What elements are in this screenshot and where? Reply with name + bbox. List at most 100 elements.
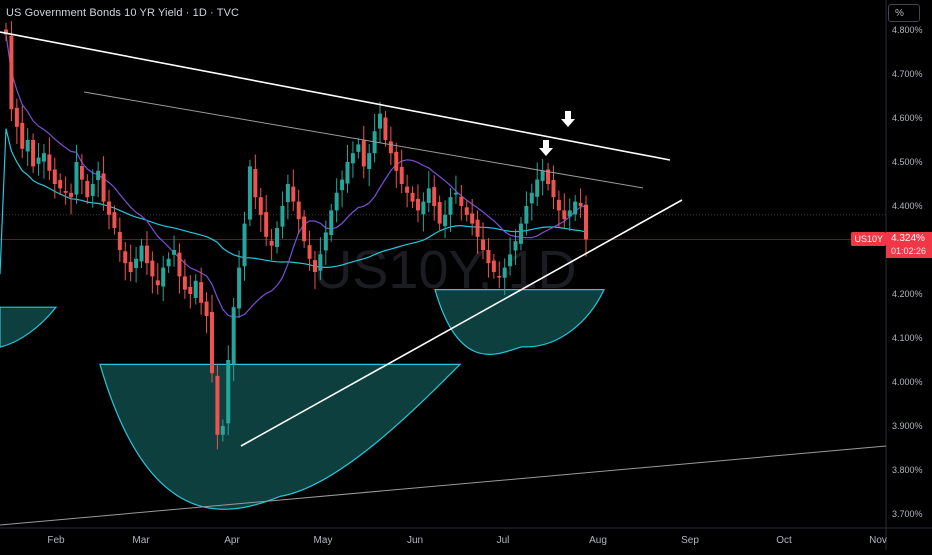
candle-body — [296, 201, 301, 220]
time-axis-label: Jul — [497, 535, 510, 546]
candle-body — [508, 254, 513, 267]
candle-body — [405, 186, 410, 193]
time-axis-label: Nov — [869, 535, 887, 546]
time-axis-label: Feb — [47, 535, 65, 546]
candle-body — [562, 210, 567, 220]
price-axis-label: 4.500% — [892, 157, 923, 167]
candle-body — [166, 258, 171, 267]
last-price-badge: 4.324% 01:02:26 — [886, 232, 932, 258]
candle-body — [31, 140, 36, 167]
candle-body — [340, 179, 345, 191]
unit-toggle-button[interactable]: % — [888, 4, 920, 22]
candle-body — [318, 254, 323, 271]
candle-body — [90, 184, 95, 196]
candle-body — [41, 153, 46, 162]
candle-body — [578, 202, 583, 206]
candle-body — [280, 206, 285, 227]
time-axis-label: Mar — [132, 535, 150, 546]
down-arrow-icon — [539, 140, 553, 156]
price-axis-label: 4.700% — [892, 69, 923, 79]
candle-body — [367, 153, 372, 170]
candle-body — [546, 169, 551, 184]
candle-body — [453, 192, 458, 195]
candle-body — [20, 122, 25, 149]
candle-body — [188, 286, 193, 294]
candle-body — [172, 250, 177, 255]
candle-body — [128, 261, 133, 272]
candle-body — [101, 173, 106, 202]
candle-body — [573, 201, 578, 215]
candle-body — [378, 113, 383, 129]
candle-body — [421, 201, 426, 215]
price-axis-label: 3.800% — [892, 465, 923, 475]
candle-body — [123, 251, 128, 264]
ma-slow-line — [0, 128, 587, 275]
candle-body — [69, 192, 74, 198]
candle-body — [74, 162, 79, 195]
candle-body — [36, 157, 41, 164]
candle-body — [513, 241, 518, 251]
candle-body — [231, 307, 236, 364]
inner-trendline[interactable] — [83, 91, 644, 189]
candle-body — [215, 375, 220, 435]
candle-body — [63, 191, 68, 193]
candle-body — [350, 153, 355, 164]
candle-body — [269, 240, 274, 246]
candle-body — [518, 223, 523, 244]
candle-body — [25, 140, 30, 152]
price-axis-label: 4.000% — [892, 377, 923, 387]
candle-body — [226, 360, 231, 424]
candle-body — [448, 197, 453, 215]
candle-body — [388, 141, 393, 154]
candle-body — [139, 245, 144, 262]
candle-body — [556, 199, 561, 211]
candle-body — [112, 212, 117, 228]
candle-body — [182, 276, 187, 290]
candle-body — [470, 213, 475, 224]
candle-body — [399, 166, 404, 184]
candle-body — [291, 186, 296, 202]
candle-body — [491, 260, 496, 272]
descending-trendline[interactable] — [0, 31, 671, 161]
candle-body — [199, 282, 204, 303]
candle-body — [14, 107, 19, 127]
lower-trendline[interactable] — [0, 445, 887, 526]
chart-title: US Government Bonds 10 YR Yield · 1D · T… — [6, 7, 240, 19]
price-axis-label: 4.800% — [892, 25, 923, 35]
time-axis-label: Apr — [224, 535, 240, 546]
time-axis-label: Aug — [589, 535, 607, 546]
candle-body — [85, 180, 90, 198]
candle-body — [117, 231, 122, 250]
candle-body — [96, 170, 101, 181]
candle-body — [275, 228, 280, 247]
candle-body — [302, 216, 307, 242]
candle-body — [242, 223, 247, 267]
candle-body — [529, 192, 534, 204]
candle-body — [307, 245, 312, 259]
bar-countdown: 01:02:26 — [891, 246, 927, 256]
candle-body — [253, 169, 258, 198]
candle-body — [551, 180, 556, 198]
candle-body — [481, 239, 486, 250]
candle-body — [334, 192, 339, 211]
candle-body — [161, 267, 166, 287]
candle-body — [237, 267, 242, 309]
candle-body — [264, 212, 269, 237]
price-axis-label: 4.600% — [892, 113, 923, 123]
candle-body — [285, 184, 290, 203]
time-axis-label: Sep — [681, 535, 699, 546]
candle-body — [584, 204, 588, 240]
price-axis-label: 3.900% — [892, 421, 923, 431]
candle-body — [144, 245, 149, 264]
ascending-trendline[interactable] — [240, 199, 683, 447]
time-axis-label: Oct — [776, 535, 792, 546]
candle-body — [4, 29, 8, 35]
down-arrow-icon — [561, 111, 575, 127]
candle-body — [329, 210, 334, 236]
candle-body — [177, 252, 182, 277]
price-axis-label: 4.200% — [892, 289, 923, 299]
candle-body — [209, 312, 214, 374]
candle-body — [79, 165, 84, 180]
